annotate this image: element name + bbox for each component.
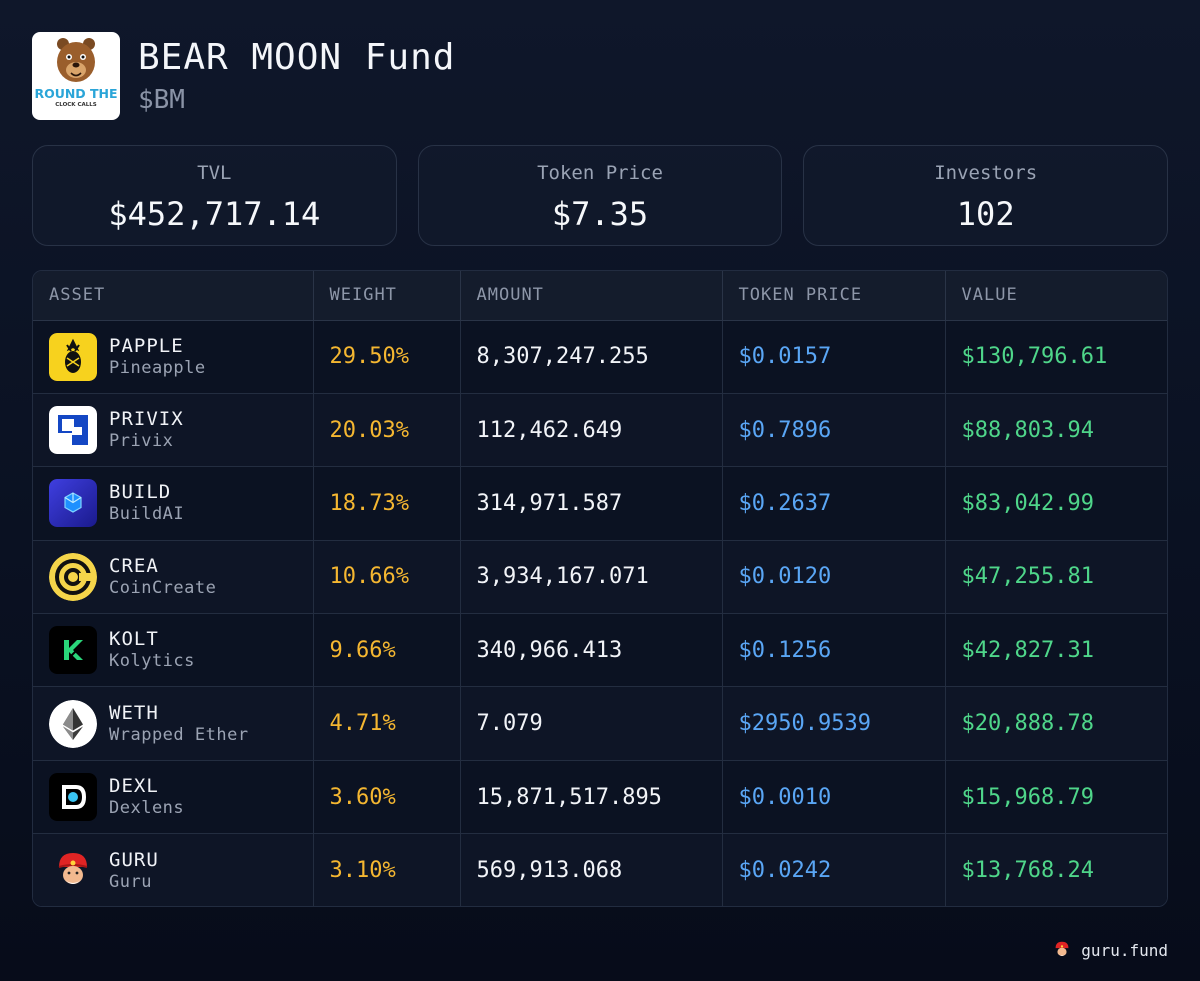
logo-text-bottom: CLOCK CALLS	[55, 102, 97, 108]
weight-cell: 29.50%	[313, 320, 461, 394]
asset-cell: KOLT Kolytics	[33, 613, 314, 688]
fund-logo: ROUND THE CLOCK CALLS	[32, 32, 120, 120]
value-cell: $130,796.61	[945, 320, 1167, 394]
token-price-cell: $0.2637	[722, 466, 946, 541]
value-cell: $20,888.78	[945, 686, 1167, 761]
stat-card-token-price: Token Price $7.35	[417, 145, 783, 246]
pineapple-icon	[49, 332, 97, 381]
stat-value: $7.35	[551, 195, 649, 233]
asset-name: Guru	[109, 871, 152, 892]
weight-cell: 10.66%	[313, 540, 461, 615]
table-row: DEXL Dexlens 3.60% 15,871,517.895 $0.001…	[33, 760, 1167, 835]
stat-card-investors: Investors 102	[803, 145, 1169, 246]
privix-logo-icon	[49, 406, 97, 455]
amount-cell: 15,871,517.895	[460, 760, 723, 835]
asset-symbol: WETH	[109, 701, 159, 724]
value-cell: $13,768.24	[945, 833, 1167, 906]
weight-cell: 3.10%	[313, 833, 461, 906]
asset-name: Wrapped Ether	[109, 724, 249, 745]
fund-name: BEAR MOON Fund	[138, 37, 456, 78]
coincreate-icon	[49, 552, 97, 601]
stat-label: TVL	[197, 162, 232, 184]
value-cell: $47,255.81	[945, 540, 1167, 615]
holdings-table: ASSET WEIGHT AMOUNT TOKEN PRICE VALUE	[32, 270, 1168, 907]
asset-symbol: PAPPLE	[109, 334, 184, 357]
token-price-cell: $0.0010	[722, 760, 946, 835]
asset-name: Dexlens	[109, 798, 185, 819]
buildai-cube-icon	[49, 479, 97, 528]
asset-name: Kolytics	[109, 651, 195, 672]
weight-cell: 3.60%	[313, 760, 461, 835]
logo-text-top: ROUND THE	[34, 86, 118, 101]
amount-cell: 7.079	[460, 686, 723, 761]
table-row: GURU Guru 3.10% 569,913.068 $0.0242 $13,…	[33, 833, 1167, 906]
asset-symbol: KOLT	[109, 628, 159, 651]
asset-symbol: BUILD	[109, 481, 172, 504]
token-price-cell: $0.0157	[722, 320, 946, 394]
footer-brand[interactable]: guru.fund	[1051, 939, 1168, 961]
asset-cell: DEXL Dexlens	[33, 760, 314, 835]
value-cell: $15,968.79	[945, 760, 1167, 835]
column-header-amount: AMOUNT	[460, 271, 723, 321]
asset-name: BuildAI	[109, 504, 185, 525]
asset-cell: PRIVIX Privix	[33, 393, 314, 468]
bear-mascot-icon	[57, 38, 95, 82]
footer-link-text: guru.fund	[1081, 940, 1168, 960]
asset-cell: PAPPLE Pineapple	[33, 320, 314, 394]
asset-symbol: CREA	[109, 554, 159, 577]
asset-cell: WETH Wrapped Ether	[33, 686, 314, 761]
table-row: WETH Wrapped Ether 4.71% 7.079 $2950.953…	[33, 686, 1167, 761]
weight-cell: 18.73%	[313, 466, 461, 541]
table-row: CREA CoinCreate 10.66% 3,934,167.071 $0.…	[33, 540, 1167, 615]
asset-cell: BUILD BuildAI	[33, 466, 314, 541]
asset-symbol: PRIVIX	[109, 408, 184, 431]
amount-cell: 8,307,247.255	[460, 320, 723, 394]
asset-symbol: GURU	[109, 848, 159, 871]
table-row: PAPPLE Pineapple 29.50% 8,307,247.255 $0…	[33, 320, 1167, 394]
token-price-cell: $0.7896	[722, 393, 946, 468]
amount-cell: 569,913.068	[460, 833, 723, 906]
amount-cell: 112,462.649	[460, 393, 723, 468]
stat-value: 102	[956, 195, 1015, 233]
token-price-cell: $0.0120	[722, 540, 946, 615]
column-header-weight: WEIGHT	[313, 271, 461, 321]
stat-label: Investors	[934, 162, 1038, 184]
asset-name: Privix	[109, 431, 174, 452]
token-price-cell: $2950.9539	[722, 686, 946, 761]
asset-name: Pineapple	[109, 357, 206, 378]
fund-ticker: $BM	[138, 85, 185, 115]
kolytics-icon	[49, 626, 97, 675]
value-cell: $42,827.31	[945, 613, 1167, 688]
weight-cell: 9.66%	[313, 613, 461, 688]
fund-header: ROUND THE CLOCK CALLS BEAR MOON Fund $BM	[32, 32, 455, 120]
value-cell: $83,042.99	[945, 466, 1167, 541]
stat-label: Token Price	[537, 162, 663, 184]
asset-cell: GURU Guru	[33, 833, 314, 906]
token-price-cell: $0.0242	[722, 833, 946, 906]
guru-avatar-icon	[49, 847, 97, 895]
amount-cell: 340,966.413	[460, 613, 723, 688]
column-header-token-price: TOKEN PRICE	[722, 271, 946, 321]
amount-cell: 3,934,167.071	[460, 540, 723, 615]
dexlens-icon	[49, 773, 97, 822]
guru-avatar-icon	[1055, 941, 1069, 956]
weight-cell: 4.71%	[313, 686, 461, 761]
column-header-asset: ASSET	[33, 271, 314, 321]
table-row: BUILD BuildAI 18.73% 314,971.587 $0.2637…	[33, 466, 1167, 541]
stats-row: TVL $452,717.14 Token Price $7.35 Invest…	[32, 145, 1169, 246]
table-row: KOLT Kolytics 9.66% 340,966.413 $0.1256 …	[33, 613, 1167, 688]
stat-value: $452,717.14	[108, 195, 321, 233]
token-price-cell: $0.1256	[722, 613, 946, 688]
stat-card-tvl: TVL $452,717.14	[32, 145, 397, 246]
asset-name: CoinCreate	[109, 577, 217, 598]
value-cell: $88,803.94	[945, 393, 1167, 468]
amount-cell: 314,971.587	[460, 466, 723, 541]
column-header-value: VALUE	[945, 271, 1167, 321]
asset-cell: CREA CoinCreate	[33, 540, 314, 615]
ethereum-icon	[49, 699, 97, 748]
weight-cell: 20.03%	[313, 393, 461, 468]
table-header-row: ASSET WEIGHT AMOUNT TOKEN PRICE VALUE	[33, 271, 1167, 321]
table-row: PRIVIX Privix 20.03% 112,462.649 $0.7896…	[33, 393, 1167, 468]
asset-symbol: DEXL	[109, 775, 159, 798]
